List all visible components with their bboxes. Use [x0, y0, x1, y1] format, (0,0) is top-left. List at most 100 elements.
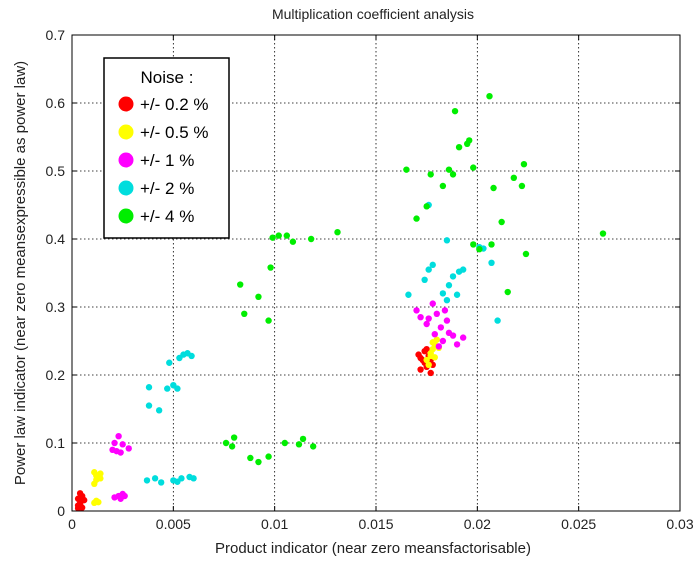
y-tick-label: 0.6 — [46, 95, 66, 111]
y-tick-label: 0.4 — [46, 231, 66, 247]
scatter-point — [145, 402, 153, 409]
legend-label: +/- 4 % — [140, 207, 194, 226]
scatter-point — [155, 407, 163, 414]
scatter-point — [405, 291, 412, 298]
y-axis-label: Power law indicator (near zero meansexpr… — [12, 61, 29, 485]
scatter-point — [117, 495, 124, 502]
scatter-point — [178, 475, 185, 482]
x-tick-label: 0.03 — [666, 516, 693, 532]
scatter-point — [522, 250, 530, 258]
scatter-point — [433, 310, 440, 317]
scatter-point — [423, 356, 430, 364]
y-tick-label: 0.1 — [46, 435, 66, 451]
scatter-point — [190, 475, 197, 482]
y-tick-label: 0.7 — [46, 27, 66, 43]
scatter-point — [269, 234, 276, 241]
scatter-point — [443, 297, 451, 304]
scatter-point — [309, 443, 317, 450]
legend-box — [103, 57, 230, 239]
scatter-point — [445, 282, 453, 289]
scatter-point — [188, 352, 195, 360]
scatter-point — [230, 434, 238, 441]
scatter-point — [283, 232, 291, 239]
scatter-point — [91, 469, 98, 476]
x-tick-label: 0.025 — [561, 516, 596, 532]
scatter-point — [449, 171, 457, 178]
scatter-point — [441, 307, 449, 314]
scatter-point — [265, 317, 272, 324]
scatter-point — [427, 171, 434, 178]
scatter-point — [431, 354, 438, 361]
scatter-point — [289, 238, 297, 245]
scatter-point — [78, 494, 86, 501]
x-tick-label: 0 — [68, 516, 76, 532]
scatter-point — [180, 351, 187, 358]
scatter-point — [494, 317, 501, 324]
scatter-point — [255, 458, 262, 466]
legend-marker — [118, 208, 134, 224]
scatter-point — [443, 317, 451, 324]
scatter-point — [222, 439, 230, 447]
scatter-point — [510, 174, 518, 181]
scatter-point — [488, 259, 495, 266]
legend-label: +/- 0.5 % — [140, 123, 209, 142]
scatter-point — [490, 184, 497, 192]
series-group — [74, 345, 436, 512]
scatter-point — [423, 345, 430, 353]
scatter-point — [429, 300, 436, 307]
x-tick-label: 0.015 — [358, 516, 393, 532]
series-group — [109, 300, 467, 502]
scatter-point — [417, 366, 424, 373]
scatter-point — [427, 350, 434, 357]
axes: 0 0.005 0.01 0.015 0.02 0.025 0.03 0 0.1 0.2 0.3 0.… — [46, 27, 694, 532]
scatter-point — [299, 435, 307, 443]
scatter-point — [247, 454, 254, 462]
data-points — [74, 93, 607, 512]
scatter-point — [451, 107, 459, 115]
scatter-point — [431, 331, 438, 338]
scatter-point — [504, 288, 511, 296]
scatter-point — [125, 445, 132, 452]
scatter-point — [265, 453, 272, 460]
scatter-point — [427, 369, 434, 377]
scatter-point — [143, 477, 151, 484]
scatter-point — [423, 320, 430, 328]
scatter-point — [281, 439, 288, 447]
x-tick-label: 0.005 — [156, 516, 191, 532]
series-group — [91, 336, 443, 507]
scatter-point — [295, 441, 303, 448]
scatter-point — [435, 343, 443, 350]
scatter-point — [157, 479, 165, 486]
scatter-point — [255, 293, 262, 300]
scatter-point — [111, 494, 118, 501]
scatter-point — [151, 475, 159, 482]
scatter-point — [459, 266, 467, 273]
scatter-point — [599, 230, 607, 237]
scatter-point — [439, 182, 447, 190]
scatter-point — [166, 359, 173, 366]
series-group — [143, 201, 501, 486]
scatter-point — [466, 137, 473, 144]
scatter-point — [115, 433, 122, 440]
legend-title: Noise : — [141, 68, 194, 87]
scatter-point — [417, 354, 424, 362]
scatter-point — [403, 166, 410, 173]
scatter-point — [439, 337, 447, 345]
scatter-point — [445, 166, 453, 173]
x-tick-label: 0.01 — [261, 516, 288, 532]
scatter-point — [429, 261, 436, 269]
scatter-point — [421, 276, 428, 283]
legend-label: +/- 1 % — [140, 151, 194, 170]
scatter-point — [518, 182, 526, 190]
scatter-point — [449, 332, 457, 339]
scatter-point — [119, 441, 126, 448]
scatter-point — [413, 215, 420, 222]
plot-frame — [71, 34, 681, 512]
legend-marker — [118, 124, 134, 140]
y-tick-label: 0.2 — [46, 367, 66, 383]
chart-title: Multiplication coefficient analysis — [272, 6, 474, 22]
scatter-point — [109, 446, 116, 453]
legend-label: +/- 0.2 % — [140, 95, 209, 114]
legend-label: +/- 2 % — [140, 179, 194, 198]
